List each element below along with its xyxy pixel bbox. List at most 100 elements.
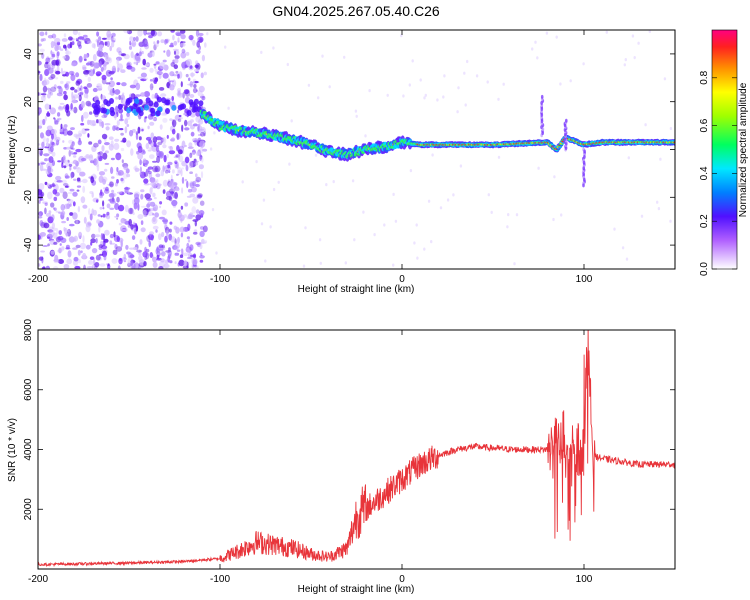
y-tick-label: 8000 <box>23 318 34 341</box>
heatmap-cell <box>92 87 98 93</box>
heatmap-cell <box>177 236 180 244</box>
heatmap-cell <box>215 251 218 255</box>
heatmap-cell <box>38 256 44 261</box>
heatmap-cell <box>131 40 137 48</box>
heatmap-cell <box>161 97 167 104</box>
heatmap-cell <box>47 165 52 174</box>
heatmap-cell <box>48 156 54 164</box>
heatmap-cell <box>161 209 167 216</box>
heatmap-cell <box>170 30 175 33</box>
heatmap-cell <box>175 226 180 234</box>
heatmap-cell <box>172 74 179 77</box>
heatmap-cell <box>443 74 446 78</box>
heatmap-cell <box>70 172 73 179</box>
heatmap-cell <box>58 105 62 109</box>
heatmap-cell <box>40 162 46 165</box>
heatmap-cell <box>44 115 47 122</box>
heatmap-cell <box>72 247 78 250</box>
heatmap-cell <box>143 178 149 184</box>
heatmap-cell <box>40 168 47 171</box>
heatmap-cell <box>75 80 81 86</box>
heatmap-cell <box>75 244 81 249</box>
heatmap-cell <box>166 153 169 159</box>
heatmap-cell <box>582 183 585 188</box>
heatmap-cell <box>194 179 200 183</box>
heatmap-cell <box>452 193 455 197</box>
heatmap-cell <box>164 235 168 243</box>
heatmap-cell <box>58 230 62 235</box>
heatmap-cell <box>63 94 68 101</box>
heatmap-cell <box>423 247 426 251</box>
heatmap-cell <box>76 167 82 174</box>
heatmap-cell <box>155 42 159 48</box>
heatmap-cell <box>189 94 195 98</box>
heatmap-cell <box>109 70 116 73</box>
heatmap-cell <box>199 259 204 263</box>
heatmap-cell <box>427 199 431 203</box>
heatmap-cell <box>57 160 62 163</box>
heatmap-cell <box>192 231 198 235</box>
heatmap-cell <box>67 130 73 136</box>
heatmap-cell <box>128 45 133 50</box>
heatmap-cell <box>637 41 640 45</box>
heatmap-cell <box>648 30 651 34</box>
heatmap-cell <box>124 186 129 194</box>
heatmap-cell <box>83 86 88 89</box>
heatmap-cell <box>149 182 156 186</box>
heatmap-cell <box>62 183 69 187</box>
heatmap-cell <box>104 162 110 165</box>
heatmap-cell <box>71 62 77 67</box>
heatmap-cell <box>117 103 123 110</box>
heatmap-cell <box>159 201 163 205</box>
heatmap-cell <box>59 187 65 194</box>
heatmap-cell <box>126 140 131 148</box>
heatmap-cell <box>58 259 64 264</box>
heatmap-cell <box>140 92 146 97</box>
heatmap-cell <box>151 145 158 152</box>
heatmap-cell <box>53 133 57 140</box>
heatmap-cell <box>260 222 264 226</box>
heatmap-cell <box>110 37 116 43</box>
heatmap-cell <box>54 118 57 125</box>
heatmap-cell <box>101 145 105 152</box>
heatmap-cell <box>167 161 173 166</box>
heatmap-cell <box>147 233 155 241</box>
heatmap-cell <box>362 210 365 214</box>
heatmap-cell <box>51 133 54 140</box>
heatmap-cell <box>116 196 120 203</box>
heatmap-cell <box>96 199 99 203</box>
heatmap-cell <box>134 98 140 105</box>
heatmap-cell <box>116 48 120 53</box>
heatmap-cell <box>115 171 122 176</box>
heatmap-cell <box>82 111 89 119</box>
heatmap-cell <box>126 112 130 117</box>
heatmap-cell <box>66 146 71 150</box>
heatmap-cell <box>149 231 154 235</box>
heatmap-cell <box>166 134 169 139</box>
heatmap-cell <box>38 71 41 74</box>
heatmap-cell <box>152 261 158 268</box>
heatmap-cell <box>153 41 156 45</box>
heatmap-cell <box>160 258 165 263</box>
heatmap-cell <box>104 54 109 61</box>
heatmap-cell <box>98 175 104 183</box>
heatmap-cell <box>72 191 78 197</box>
heatmap-cell <box>553 175 556 179</box>
heatmap-cell <box>181 140 186 149</box>
heatmap-cell <box>191 186 197 193</box>
heatmap-cell <box>153 79 157 84</box>
heatmap-cell <box>536 56 539 60</box>
heatmap-cell <box>38 60 42 66</box>
heatmap-cell <box>172 34 175 41</box>
heatmap-cell <box>190 119 194 123</box>
snr-panel: -200 -100 0 100 2000 4000 6000 8000 Height of … <box>7 318 676 595</box>
heatmap-cell <box>162 72 169 79</box>
heatmap-cell <box>72 212 78 220</box>
heatmap-cell <box>260 50 263 55</box>
heatmap-cell <box>192 87 198 94</box>
heatmap-cell <box>419 78 422 82</box>
heatmap-cell <box>154 212 160 218</box>
heatmap-cell <box>51 141 55 147</box>
heatmap-cell <box>138 250 142 257</box>
heatmap-cell <box>39 48 45 52</box>
